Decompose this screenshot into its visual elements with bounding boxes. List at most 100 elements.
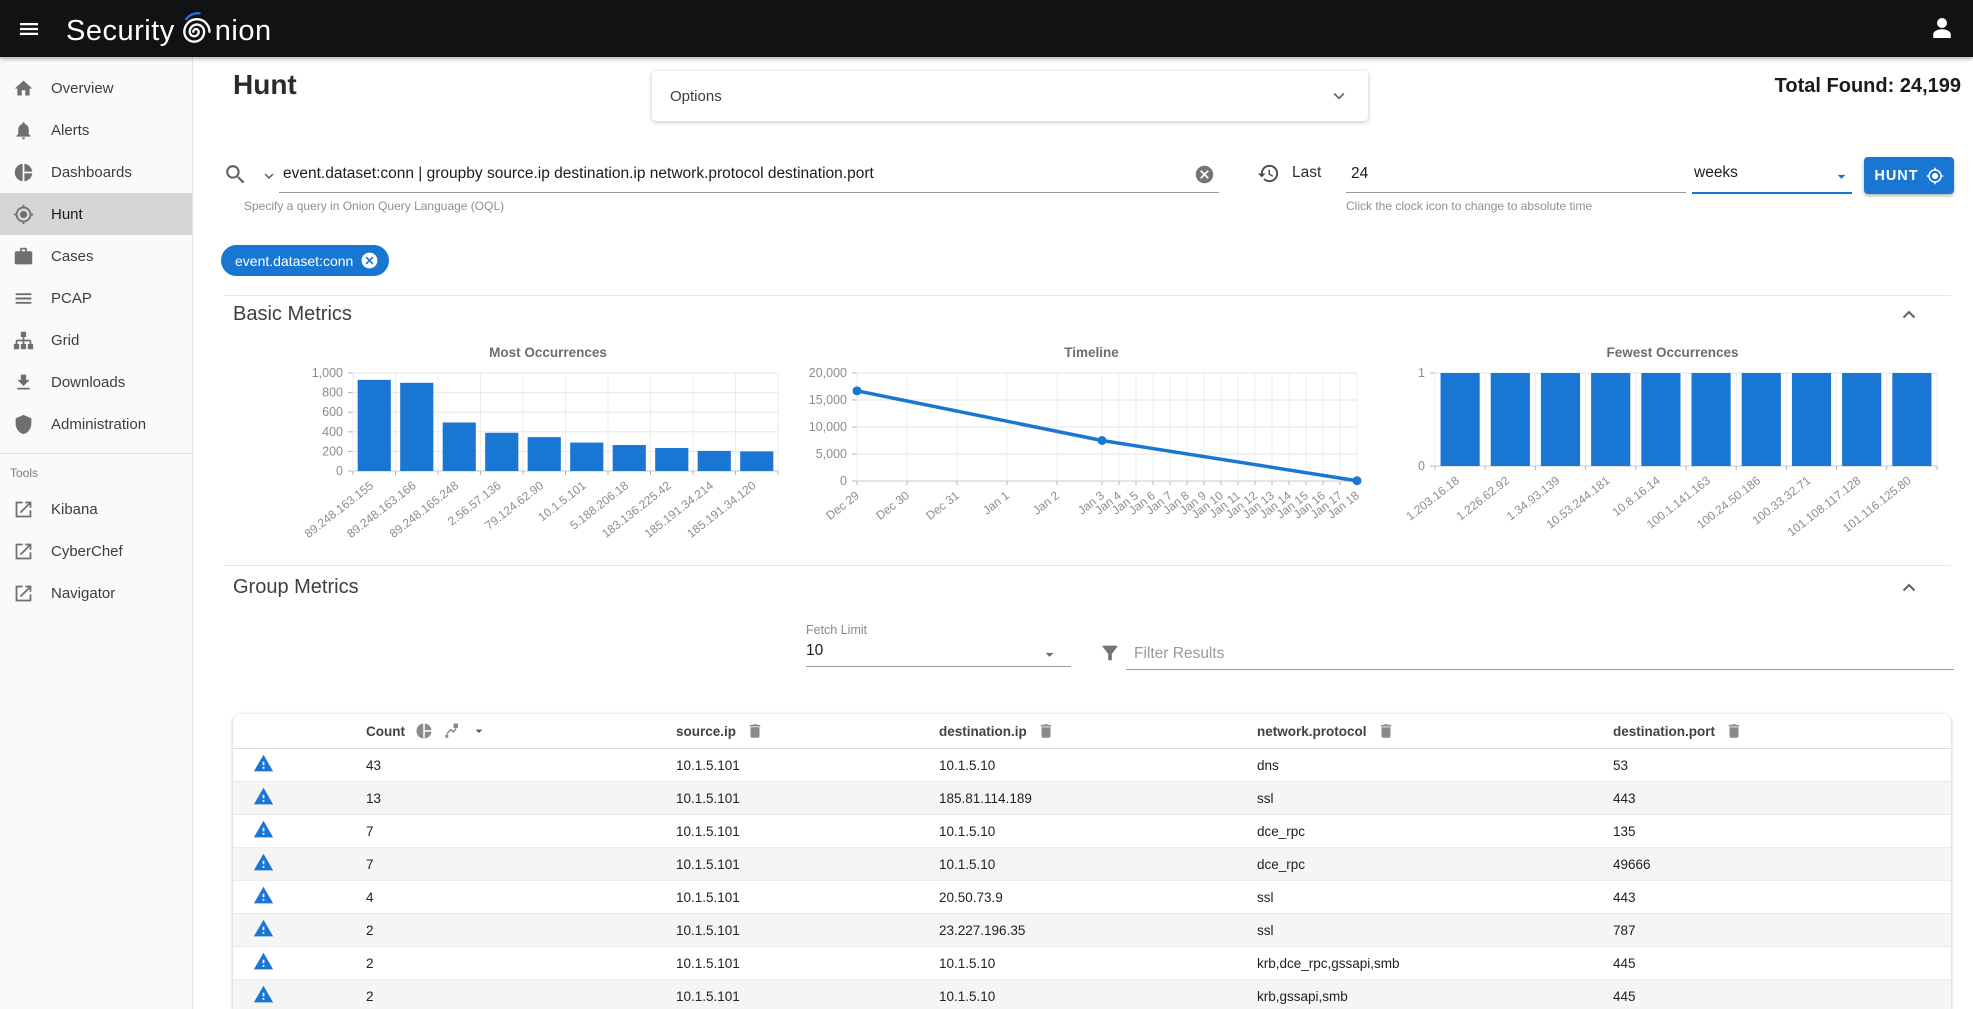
bar-185.191.34.214[interactable]: [698, 451, 731, 471]
table-cell[interactable]: 13: [366, 782, 676, 815]
table-cell[interactable]: 10.1.5.10: [939, 947, 1257, 980]
table-cell[interactable]: 49666: [1613, 848, 1951, 881]
bar-10.53.244.181[interactable]: [1591, 373, 1630, 466]
event-warning-icon[interactable]: [253, 852, 274, 873]
table-cell[interactable]: 2: [366, 947, 676, 980]
table-cell[interactable]: 10.1.5.101: [676, 914, 939, 947]
hunt-button[interactable]: HUNT: [1864, 157, 1954, 194]
table-cell[interactable]: 10.1.5.101: [676, 947, 939, 980]
table-cell[interactable]: ssl: [1257, 881, 1613, 914]
column-header-source.ip[interactable]: source.ip: [676, 714, 939, 749]
table-cell[interactable]: 10.1.5.101: [676, 782, 939, 815]
column-header-destination.ip[interactable]: destination.ip: [939, 714, 1257, 749]
duration-input[interactable]: [1349, 157, 1653, 191]
table-cell[interactable]: 135: [1613, 815, 1951, 848]
fetch-limit-caret-icon[interactable]: [1040, 645, 1059, 664]
trash-icon[interactable]: [1037, 722, 1055, 740]
group-metrics-collapse-icon[interactable]: [1897, 576, 1921, 600]
bar-79.124.62.90[interactable]: [528, 437, 561, 471]
table-cell[interactable]: 2: [366, 914, 676, 947]
user-avatar-icon[interactable]: [1927, 13, 1957, 43]
table-cell[interactable]: 445: [1613, 980, 1951, 1009]
bar-100.1.141.163[interactable]: [1692, 373, 1731, 466]
trash-icon[interactable]: [1377, 722, 1395, 740]
column-header-network.protocol[interactable]: network.protocol: [1257, 714, 1613, 749]
filter-chip[interactable]: event.dataset:conn: [221, 245, 389, 276]
table-cell[interactable]: 23.227.196.35: [939, 914, 1257, 947]
bar-101.116.125.80[interactable]: [1892, 373, 1931, 466]
timeline-point-Jan 18[interactable]: [1353, 476, 1362, 485]
sidebar-item-pcap[interactable]: PCAP: [0, 277, 192, 319]
table-cell[interactable]: 10.1.5.10: [939, 848, 1257, 881]
bar-1.34.93.139[interactable]: [1541, 373, 1580, 466]
bar-100.24.50.186[interactable]: [1742, 373, 1781, 466]
table-cell[interactable]: 185.81.114.189: [939, 782, 1257, 815]
column-header-destination.port[interactable]: destination.port: [1613, 714, 1951, 749]
bar-89.248.163.166[interactable]: [400, 383, 433, 471]
table-cell[interactable]: 445: [1613, 947, 1951, 980]
event-warning-icon[interactable]: [253, 918, 274, 939]
fetch-limit-select[interactable]: Fetch Limit 10: [806, 623, 1071, 667]
bar-5.188.206.18[interactable]: [613, 445, 646, 471]
table-cell[interactable]: ssl: [1257, 914, 1613, 947]
event-warning-icon[interactable]: [253, 786, 274, 807]
sidebar-item-hunt[interactable]: Hunt: [0, 193, 192, 235]
table-cell[interactable]: krb,dce_rpc,gssapi,smb: [1257, 947, 1613, 980]
event-warning-icon[interactable]: [253, 819, 274, 840]
sidebar-item-navigator[interactable]: Navigator: [0, 572, 192, 614]
caret-down-icon[interactable]: [471, 723, 487, 739]
basic-metrics-collapse-icon[interactable]: [1897, 303, 1921, 327]
table-cell[interactable]: 10.1.5.101: [676, 848, 939, 881]
sidebar-item-grid[interactable]: Grid: [0, 319, 192, 361]
table-cell[interactable]: dce_rpc: [1257, 815, 1613, 848]
table-cell[interactable]: 7: [366, 815, 676, 848]
timeline-point-Dec 29[interactable]: [853, 386, 862, 395]
table-cell[interactable]: 10.1.5.10: [939, 980, 1257, 1009]
sidebar-item-downloads[interactable]: Downloads: [0, 361, 192, 403]
trash-icon[interactable]: [746, 722, 764, 740]
timeline-point-Jan 3[interactable]: [1098, 436, 1107, 445]
table-cell[interactable]: 10.1.5.101: [676, 980, 939, 1009]
table-cell[interactable]: dns: [1257, 749, 1613, 782]
bar-10.1.5.101[interactable]: [570, 443, 603, 471]
bar-1.203.16.18[interactable]: [1441, 373, 1480, 466]
table-cell[interactable]: 20.50.73.9: [939, 881, 1257, 914]
event-warning-icon[interactable]: [253, 984, 274, 1005]
table-cell[interactable]: 2: [366, 980, 676, 1009]
event-warning-icon[interactable]: [253, 951, 274, 972]
table-cell[interactable]: 43: [366, 749, 676, 782]
sidebar-item-alerts[interactable]: Alerts: [0, 109, 192, 151]
bar-183.136.225.42[interactable]: [655, 448, 688, 471]
bar-89.248.163.155[interactable]: [358, 380, 391, 471]
query-clear-icon[interactable]: [1194, 164, 1215, 185]
bar-89.248.165.248[interactable]: [443, 422, 476, 471]
options-panel[interactable]: Options: [652, 71, 1368, 121]
query-input[interactable]: [281, 157, 1185, 191]
graph-icon[interactable]: [443, 722, 461, 740]
bar-101.108.117.128[interactable]: [1842, 373, 1881, 466]
bar-10.8.16.14[interactable]: [1641, 373, 1680, 466]
trash-icon[interactable]: [1725, 722, 1743, 740]
chip-remove-icon[interactable]: [360, 251, 379, 270]
table-cell[interactable]: 4: [366, 881, 676, 914]
bar-2.56.57.136[interactable]: [485, 433, 518, 471]
table-cell[interactable]: 787: [1613, 914, 1951, 947]
pie-icon[interactable]: [415, 722, 433, 740]
table-cell[interactable]: 10.1.5.101: [676, 749, 939, 782]
unit-select-caret-icon[interactable]: [1832, 167, 1851, 186]
hamburger-menu-icon[interactable]: [14, 14, 44, 44]
table-cell[interactable]: 443: [1613, 782, 1951, 815]
table-cell[interactable]: dce_rpc: [1257, 848, 1613, 881]
table-cell[interactable]: 10.1.5.101: [676, 881, 939, 914]
sidebar-item-cyberchef[interactable]: CyberChef: [0, 530, 192, 572]
table-cell[interactable]: 53: [1613, 749, 1951, 782]
sidebar-item-administration[interactable]: Administration: [0, 403, 192, 445]
column-header-Count[interactable]: Count: [366, 714, 676, 749]
table-cell[interactable]: krb,gssapi,smb: [1257, 980, 1613, 1009]
sidebar-item-kibana[interactable]: Kibana: [0, 488, 192, 530]
table-cell[interactable]: 10.1.5.10: [939, 749, 1257, 782]
bar-1.226.62.92[interactable]: [1491, 373, 1530, 466]
query-history-caret-icon[interactable]: [260, 167, 278, 185]
bar-100.33.32.71[interactable]: [1792, 373, 1831, 466]
table-cell[interactable]: 10.1.5.101: [676, 815, 939, 848]
